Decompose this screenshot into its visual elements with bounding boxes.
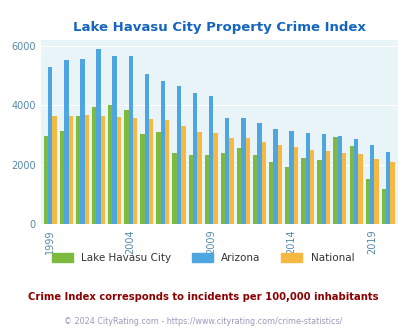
Bar — [165, 120, 169, 224]
Bar — [301, 158, 305, 224]
Bar — [257, 123, 261, 224]
Bar — [369, 146, 373, 224]
Bar — [245, 138, 249, 224]
Bar — [390, 162, 394, 224]
Bar — [68, 115, 72, 224]
Bar — [80, 59, 84, 224]
Bar — [321, 134, 325, 224]
Bar — [52, 116, 57, 224]
Text: Crime Index corresponds to incidents per 100,000 inhabitants: Crime Index corresponds to incidents per… — [28, 292, 377, 302]
Bar — [76, 115, 80, 224]
Bar — [236, 148, 241, 224]
Bar — [100, 115, 105, 224]
Bar — [277, 146, 281, 224]
Bar — [64, 60, 68, 224]
Bar — [117, 117, 121, 224]
Bar — [92, 107, 96, 224]
Bar — [317, 160, 321, 224]
Title: Lake Havasu City Property Crime Index: Lake Havasu City Property Crime Index — [72, 21, 365, 34]
Bar — [252, 155, 257, 224]
Bar — [229, 138, 233, 224]
Bar — [209, 96, 213, 224]
Bar — [124, 110, 128, 224]
Legend: Lake Havasu City, Arizona, National: Lake Havasu City, Arizona, National — [47, 248, 358, 267]
Bar — [337, 136, 341, 224]
Bar — [293, 147, 297, 224]
Bar — [220, 153, 224, 224]
Bar — [149, 119, 153, 224]
Bar — [60, 130, 64, 224]
Bar — [273, 129, 277, 224]
Bar — [96, 50, 100, 224]
Bar — [213, 134, 217, 224]
Bar — [385, 152, 390, 224]
Bar — [341, 153, 345, 224]
Bar — [132, 118, 137, 224]
Bar — [224, 118, 229, 224]
Bar — [160, 81, 165, 224]
Bar — [156, 132, 160, 224]
Bar — [197, 132, 201, 224]
Bar — [128, 56, 132, 224]
Bar — [284, 167, 289, 224]
Bar — [48, 67, 52, 224]
Bar — [373, 159, 378, 224]
Bar — [188, 155, 192, 224]
Bar — [381, 189, 385, 224]
Bar — [365, 179, 369, 224]
Bar — [112, 56, 117, 224]
Bar — [192, 93, 197, 224]
Bar — [269, 162, 273, 224]
Bar — [204, 155, 209, 224]
Bar — [261, 142, 265, 224]
Bar — [84, 115, 89, 224]
Text: © 2024 CityRating.com - https://www.cityrating.com/crime-statistics/: © 2024 CityRating.com - https://www.city… — [64, 317, 341, 326]
Bar — [172, 153, 177, 224]
Bar — [357, 154, 362, 224]
Bar — [325, 151, 330, 224]
Bar — [349, 146, 353, 224]
Bar — [289, 131, 293, 224]
Bar — [44, 137, 48, 224]
Bar — [140, 134, 144, 224]
Bar — [177, 86, 181, 224]
Bar — [144, 74, 149, 224]
Bar — [333, 137, 337, 224]
Bar — [241, 118, 245, 224]
Bar — [181, 126, 185, 224]
Bar — [353, 139, 357, 224]
Bar — [108, 105, 112, 224]
Bar — [305, 133, 309, 224]
Bar — [309, 150, 313, 224]
